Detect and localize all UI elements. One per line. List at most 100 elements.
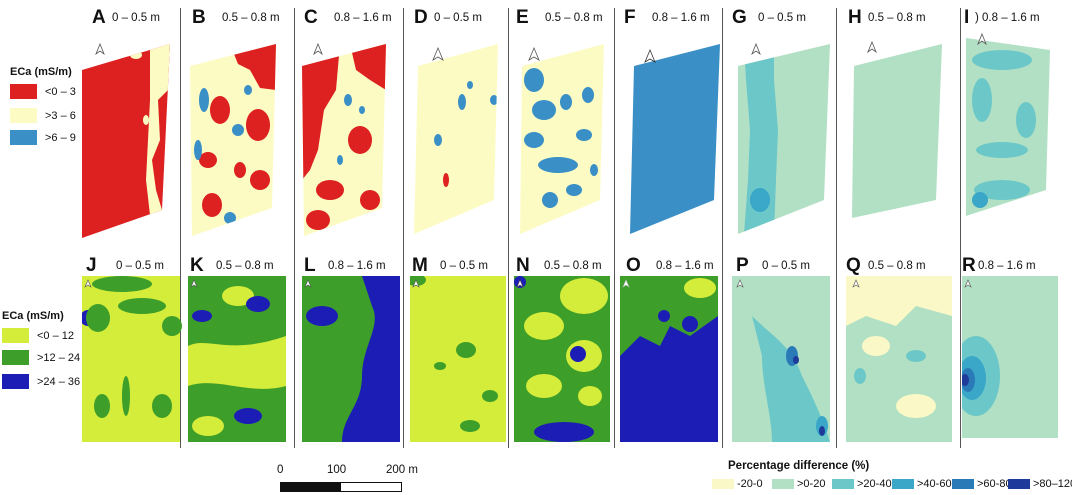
north-arrow-icon	[84, 279, 92, 288]
pct-legend-item: >60-80	[952, 478, 1012, 490]
scale-bar-segment	[340, 482, 402, 492]
panel-letter: H	[848, 7, 862, 28]
eca-map-panel-o	[620, 276, 718, 442]
eca-map-panel-j	[82, 276, 182, 442]
north-arrow-icon	[304, 279, 312, 288]
panel-letter: K	[190, 255, 204, 276]
legend-swatch	[10, 130, 37, 145]
pct-diff-map-panel-p	[732, 276, 830, 442]
panel-letter: C	[304, 7, 318, 28]
pct-legend-item: >40-60	[892, 478, 952, 490]
eca-map-panel-k	[188, 276, 286, 442]
panel-letter: B	[192, 7, 206, 28]
panel-letter: P	[736, 255, 749, 276]
legend-item: <0 – 3	[10, 84, 76, 99]
north-arrow-icon	[644, 48, 656, 63]
panel-depth: 0 – 0.5 m	[434, 12, 482, 24]
north-arrow-icon	[313, 42, 323, 56]
scale-bar-segment	[280, 482, 342, 492]
north-arrow-icon	[528, 46, 540, 61]
panel-letter: D	[414, 7, 428, 28]
north-arrow-icon	[977, 32, 987, 46]
panel-depth: 0 – 0.5 m	[758, 12, 806, 24]
panel-letter: I	[964, 7, 970, 28]
panel-depth: 0.5 – 0.8 m	[868, 260, 926, 272]
panel-depth: 0 – 0.5 m	[112, 12, 160, 24]
panel-depth: 0.5 – 0.8 m	[216, 260, 274, 272]
north-arrow-icon	[516, 279, 524, 288]
pct-diff-map-panel-i	[966, 32, 1050, 216]
scale-label: 100	[327, 464, 347, 476]
eca-map-panel-f	[630, 44, 720, 234]
pct-diff-map-panel-h	[852, 40, 942, 218]
panel-letter: N	[516, 255, 530, 276]
panel-depth: 0.5 – 0.8 m	[868, 12, 926, 24]
panel-depth: 0.8 – 1.6 m	[656, 260, 714, 272]
panel-separator	[403, 8, 404, 448]
north-arrow-icon	[964, 279, 972, 288]
legend-item: >6 – 9	[10, 130, 76, 145]
panel-separator	[508, 8, 509, 448]
legend-swatch	[2, 350, 29, 365]
legend-swatch	[2, 374, 29, 389]
panel-depth: 0.8 – 1.6 m	[334, 12, 392, 24]
eca-map-panel-b	[190, 44, 276, 236]
scale-label: 200 m	[386, 464, 418, 476]
panel-separator	[294, 8, 295, 448]
eca-map-panel-m	[410, 276, 506, 442]
panel-depth: 0 – 0.5 m	[116, 260, 164, 272]
north-arrow-icon	[736, 279, 744, 288]
legend-title: ECa (mS/m)	[2, 310, 64, 322]
scale-label: 0	[277, 464, 284, 476]
panel-separator	[960, 8, 961, 448]
north-arrow-icon	[852, 279, 860, 288]
eca-map-panel-c	[302, 42, 386, 236]
legend-item: <0 – 12	[2, 328, 74, 343]
panel-depth: ) 0.8 – 1.6 m	[975, 12, 1040, 24]
panel-depth: 0.8 – 1.6 m	[328, 260, 386, 272]
legend-title: ECa (mS/m)	[10, 66, 72, 78]
legend-item: >3 – 6	[10, 108, 76, 123]
pct-diff-map-panel-g	[738, 42, 830, 234]
panel-depth: 0.8 – 1.6 m	[978, 260, 1036, 272]
panel-letter: M	[412, 255, 428, 276]
north-arrow-icon	[751, 42, 761, 56]
legend-item: >24 – 36	[2, 374, 80, 389]
pct-diff-map-panel-r	[962, 276, 1058, 438]
panel-letter: G	[732, 7, 747, 28]
eca-map-panel-n	[514, 276, 610, 442]
north-arrow-icon	[867, 40, 877, 54]
panel-separator	[722, 8, 723, 448]
panel-letter: A	[92, 7, 106, 28]
panel-separator	[180, 8, 181, 448]
pct-legend-item: >80–120	[1008, 478, 1072, 490]
panel-letter: E	[516, 7, 529, 28]
eca-map-panel-d	[414, 44, 498, 234]
eca-map-panel-l	[302, 276, 400, 442]
panel-depth: 0.5 – 0.8 m	[544, 260, 602, 272]
eca-map-panel-a	[82, 42, 170, 238]
legend-swatch	[10, 84, 37, 99]
pct-legend-item: >0-20	[772, 478, 825, 490]
panel-depth: 0.8 – 1.6 m	[652, 12, 710, 24]
pct-legend-title: Percentage difference (%)	[728, 460, 870, 472]
eca-map-panel-e	[520, 44, 604, 234]
legend-swatch	[2, 328, 29, 343]
legend-swatch	[10, 108, 37, 123]
panel-letter: J	[86, 255, 97, 276]
panel-letter: O	[626, 255, 641, 276]
panel-separator	[836, 8, 837, 448]
north-arrow-icon	[622, 279, 630, 288]
panel-letter: Q	[846, 255, 861, 276]
panel-depth: 0 – 0.5 m	[762, 260, 810, 272]
north-arrow-icon	[412, 279, 420, 288]
panel-letter: R	[962, 255, 976, 276]
north-arrow-icon	[95, 42, 105, 56]
pct-diff-map-panel-q	[846, 276, 952, 442]
panel-depth: 0 – 0.5 m	[440, 260, 488, 272]
legend-item: >12 – 24	[2, 350, 80, 365]
panel-depth: 0.5 – 0.8 m	[222, 12, 280, 24]
north-arrow-icon	[432, 46, 444, 61]
pct-legend-item: >20-40	[832, 478, 892, 490]
north-arrow-icon	[190, 279, 198, 288]
